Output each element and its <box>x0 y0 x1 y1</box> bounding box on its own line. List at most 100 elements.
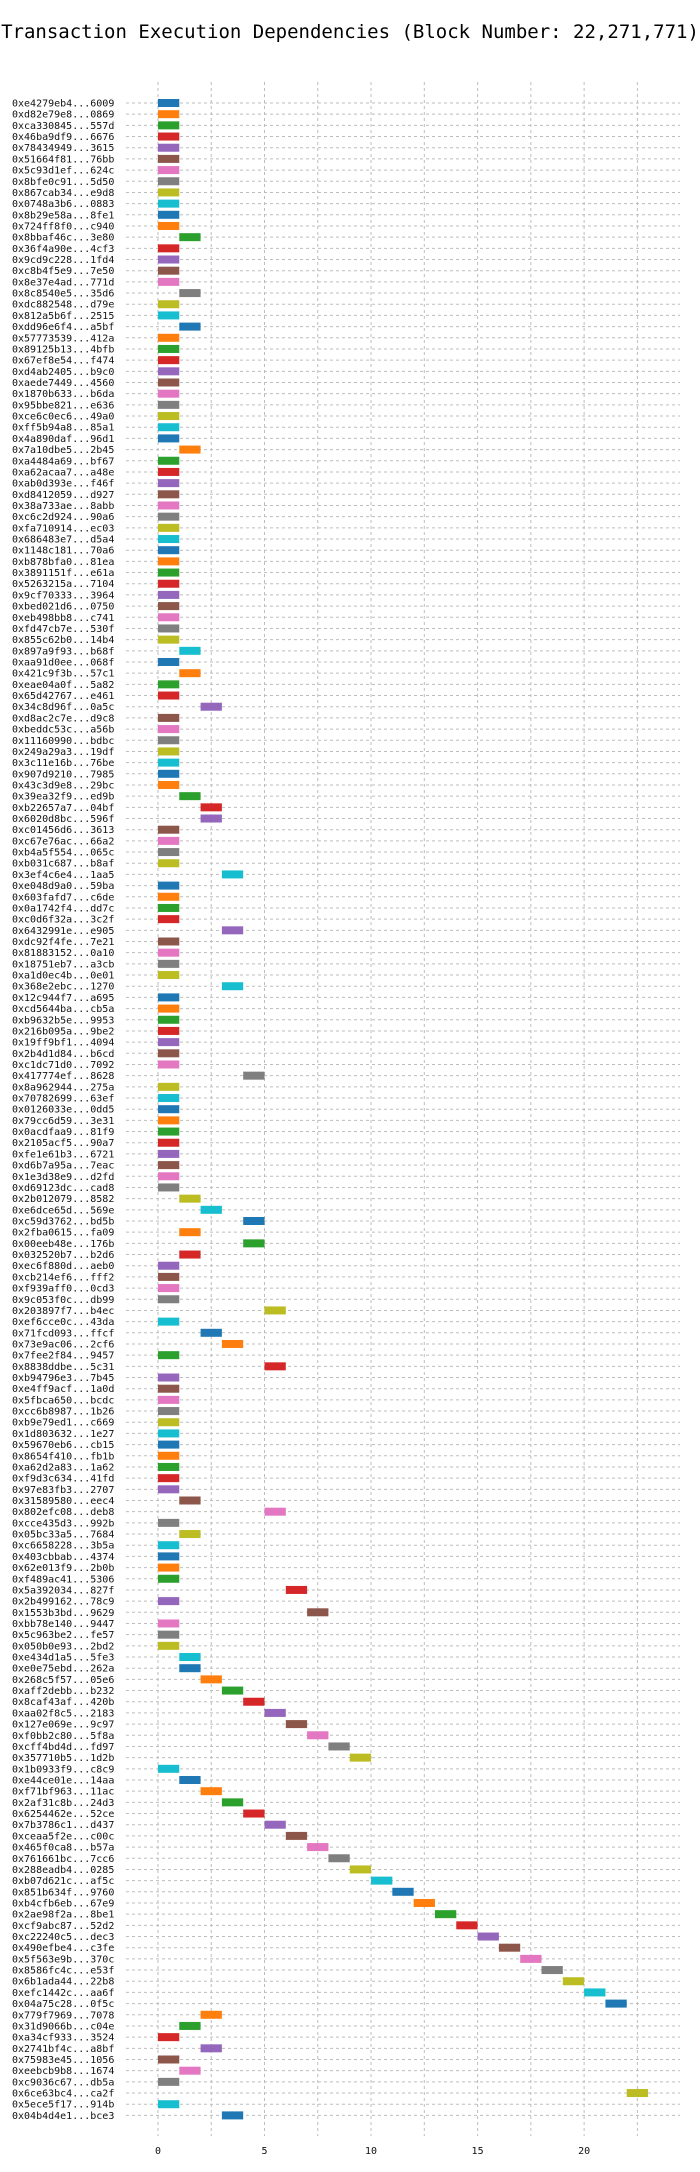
y-tick-label: 0x78434949...3615 <box>12 143 114 154</box>
y-tick-label: 0xd8ac2c7e...d9c8 <box>12 713 114 724</box>
y-tick-label: 0x5c93d1ef...624c <box>12 166 114 177</box>
transaction-bar <box>157 1630 180 1639</box>
transaction-bar <box>243 1809 265 1818</box>
y-tick-label: 0xc22240c5...dec3 <box>12 1932 114 1943</box>
transaction-bar <box>307 1731 329 1740</box>
transaction-bar <box>179 2021 201 2030</box>
transaction-bar <box>157 557 180 566</box>
transaction-bar <box>434 1910 457 1919</box>
y-tick-label: 0xfd47cb7e...530f <box>12 624 114 635</box>
y-tick-label: 0x403cbbab...4374 <box>12 1552 114 1563</box>
transaction-bar <box>157 356 180 365</box>
transaction-bar <box>498 1943 521 1952</box>
y-tick-label: 0xd6b7a95a...7eac <box>12 1161 114 1172</box>
x-tick-label: 5 <box>261 2146 267 2157</box>
transaction-bar <box>157 1172 180 1181</box>
y-tick-label: 0xd4ab2405...b9c0 <box>12 367 114 378</box>
transaction-bar <box>179 289 201 298</box>
y-tick-label: 0xd69123dc...cad8 <box>12 1183 114 1194</box>
y-tick-label: 0xff5b94a8...85a1 <box>12 423 114 434</box>
transaction-bar <box>264 1362 286 1371</box>
transaction-bar <box>349 1753 372 1762</box>
transaction-bar <box>157 1049 180 1058</box>
y-tick-label: 0xdc92f4fe...7e21 <box>12 937 114 948</box>
transaction-bar <box>157 1082 180 1091</box>
transaction-bar <box>179 1250 201 1259</box>
transaction-bar <box>157 1116 180 1125</box>
transaction-bar <box>157 467 180 476</box>
transaction-bar <box>157 1418 180 1427</box>
transaction-bar <box>157 143 180 152</box>
transaction-bar <box>584 1988 606 1997</box>
transaction-bar <box>157 1317 180 1326</box>
y-tick-label: 0x203897f7...b4ec <box>12 1306 114 1317</box>
y-tick-label: 0xc6658228...3b5a <box>12 1541 114 1552</box>
transaction-bar <box>157 1395 180 1404</box>
transaction-bar <box>179 1194 201 1203</box>
y-tick-label: 0x36f4a90e...4cf3 <box>12 244 114 255</box>
y-tick-label: 0x39ea32f9...ed9b <box>12 792 114 803</box>
transaction-bar <box>157 166 180 175</box>
y-tick-label: 0xeae04a0f...5a82 <box>12 680 114 691</box>
transaction-bar <box>157 1462 180 1471</box>
y-tick-label: 0x73e9ac06...2cf6 <box>12 1339 114 1350</box>
y-tick-label: 0x5f563e9b...370c <box>12 1954 114 1965</box>
transaction-bar <box>157 1284 180 1293</box>
y-tick-label: 0x65d42767...e461 <box>12 691 114 702</box>
x-tick-label: 0 <box>155 2146 161 2157</box>
y-tick-label: 0x2fba0615...fa09 <box>12 1228 114 1239</box>
transaction-bar <box>157 1563 180 1572</box>
y-tick-label: 0x75983e45...1056 <box>12 2055 114 2066</box>
y-tick-label: 0x1e3d38e9...d2fd <box>12 1172 114 1183</box>
transaction-bar <box>157 1127 180 1136</box>
y-tick-label: 0x268c5f57...05e6 <box>12 1675 114 1686</box>
transaction-bar <box>157 333 180 342</box>
y-tick-label: 0x3ef4c6e4...1aa5 <box>12 870 114 881</box>
transaction-bar <box>157 456 180 465</box>
transaction-bar <box>328 1854 350 1863</box>
y-tick-label: 0x31d9066b...c04e <box>12 2021 114 2032</box>
transaction-bar <box>456 1921 478 1930</box>
y-tick-label: 0x5a392034...827f <box>12 1585 114 1596</box>
transaction-bar <box>157 1351 180 1360</box>
transaction-bar <box>264 1820 286 1829</box>
transaction-bar <box>157 948 180 957</box>
transaction-bar <box>157 367 180 376</box>
transaction-bar <box>157 859 180 868</box>
y-tick-label: 0x2b012079...8582 <box>12 1194 114 1205</box>
y-tick-label: 0xb9632b5e...9953 <box>12 1015 114 1026</box>
y-tick-label: 0x70782699...63ef <box>12 1094 114 1105</box>
transaction-bar <box>157 836 180 845</box>
y-tick-label: 0x6254462e...52ce <box>12 1809 114 1820</box>
transaction-bar <box>157 132 180 141</box>
y-tick-label: 0xd8412059...d927 <box>12 490 114 501</box>
y-tick-label: 0x1b0933f9...c8c9 <box>12 1764 114 1775</box>
transaction-bar <box>264 1708 286 1717</box>
y-tick-label: 0x2af31c8b...24d3 <box>12 1798 114 1809</box>
transaction-bar <box>157 99 180 107</box>
transaction-bar <box>157 1261 180 1270</box>
y-tick-label: 0x421c9f3b...57c1 <box>12 669 114 680</box>
transaction-bar <box>157 1474 180 1483</box>
y-tick-label: 0xab0d393e...f46f <box>12 479 114 490</box>
transaction-bar <box>157 1015 180 1024</box>
y-tick-label: 0x2b4d1d84...b6cd <box>12 1049 114 1060</box>
y-tick-label: 0x8654f410...fb1b <box>12 1451 114 1462</box>
transaction-bar <box>200 803 222 812</box>
y-tick-label: 0xeb498bb8...c741 <box>12 613 114 624</box>
y-tick-label: 0xe6dce65d...569e <box>12 1205 114 1216</box>
y-tick-label: 0x032520b7...b2d6 <box>12 1250 114 1261</box>
y-tick-label: 0x6ce63bc4...ca2f <box>12 2089 114 2100</box>
y-tick-label: 0xc01456d6...3613 <box>12 825 114 836</box>
y-tick-label: 0x490efbe4...c3fe <box>12 1943 114 1954</box>
y-tick-label: 0x603fafd7...c6de <box>12 892 114 903</box>
transaction-bar <box>200 1787 222 1796</box>
transaction-bar <box>157 2055 180 2064</box>
y-tick-labels: 0xe4279eb4...60090xd82e79e8...08690xca33… <box>12 99 114 2122</box>
transaction-bar <box>157 602 180 611</box>
y-tick-label: 0x7a10dbe5...2b45 <box>12 445 114 456</box>
y-tick-label: 0xc9036c67...db5a <box>12 2077 114 2088</box>
transaction-bar <box>157 1138 180 1147</box>
transaction-bar <box>243 1217 265 1225</box>
